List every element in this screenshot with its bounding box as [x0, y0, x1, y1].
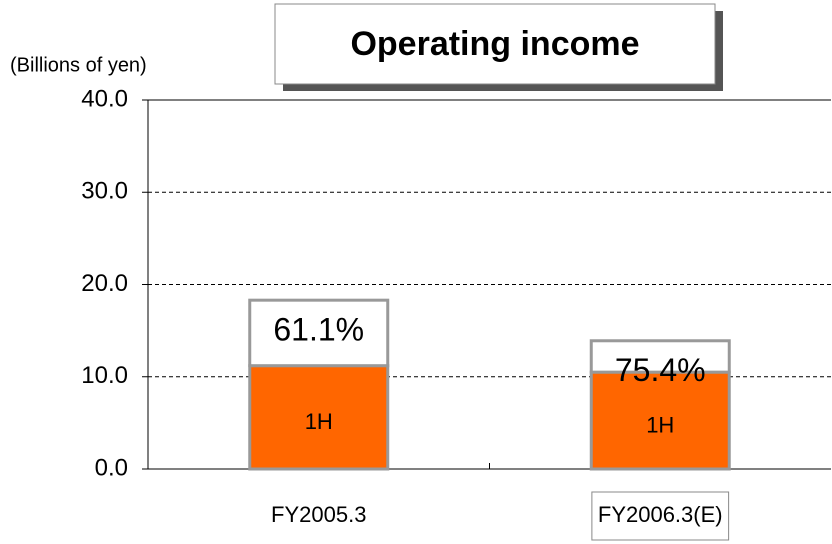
segment-label: 1H	[646, 412, 674, 437]
category-box	[591, 491, 730, 541]
bar-segment	[248, 298, 390, 368]
segment-label: 1H	[305, 409, 333, 434]
chart-title: Operating income	[350, 25, 639, 63]
title-box	[274, 3, 716, 85]
bar-segment	[589, 370, 731, 471]
bar-segment	[589, 339, 731, 374]
annotation: 75.4%	[615, 352, 706, 388]
x-tick-label: FY2006.3(E)	[598, 502, 723, 527]
y-tick-label: 30.0	[81, 178, 128, 205]
y-tick-label: 0.0	[95, 454, 128, 481]
bar-segment	[248, 364, 390, 471]
y-tick-label: 40.0	[81, 85, 128, 112]
y-tick-label: 20.0	[81, 270, 128, 297]
annotation: 61.1%	[273, 312, 364, 348]
x-tick-label: FY2005.3	[271, 502, 366, 527]
y-tick-label: 10.0	[81, 362, 128, 389]
y-axis-label: (Billions of yen)	[10, 54, 147, 76]
